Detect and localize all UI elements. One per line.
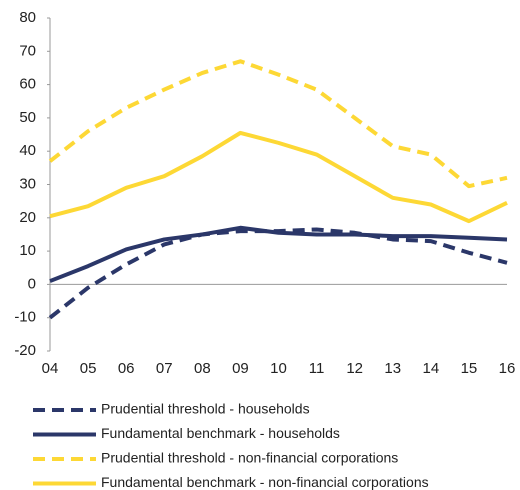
x-tick-label: 15: [461, 360, 478, 377]
series-line: [48, 227, 508, 320]
y-tick-label: 10: [19, 242, 36, 259]
x-tick-label: 07: [156, 360, 173, 377]
y-tick-label: 80: [19, 9, 36, 26]
x-tick-label: 08: [194, 360, 211, 377]
legend-label: Fundamental benchmark - non-financial co…: [101, 474, 429, 490]
y-tick-label: 40: [19, 142, 36, 159]
x-tick-label: 09: [232, 360, 249, 377]
y-tick-label: 20: [19, 209, 36, 226]
y-tick-label: -20: [14, 342, 36, 359]
y-tick-label: -10: [14, 309, 36, 326]
legend-label: Prudential threshold - non-financial cor…: [101, 450, 398, 466]
x-tick-label: 13: [384, 360, 401, 377]
x-tick-label: 12: [346, 360, 363, 377]
x-tick-label: 06: [118, 360, 135, 377]
y-tick-label: 30: [19, 175, 36, 192]
x-tick-label: 14: [422, 360, 439, 377]
x-tick-label: 11: [309, 360, 325, 377]
y-tick-label: 50: [19, 109, 36, 126]
y-tick-label: 60: [19, 76, 36, 93]
series-line: [49, 225, 508, 283]
y-tick-label: 0: [28, 275, 36, 292]
y-tick-label: 70: [19, 42, 36, 59]
x-tick-label: 10: [270, 360, 287, 377]
series-line: [49, 130, 508, 224]
x-tick-label: 04: [42, 360, 59, 377]
x-tick-label: 16: [499, 360, 516, 377]
legend-label: Fundamental benchmark - households: [101, 425, 340, 441]
x-tick-label: 05: [80, 360, 97, 377]
legend-label: Prudential threshold - households: [101, 401, 310, 417]
series-line: [48, 59, 508, 189]
